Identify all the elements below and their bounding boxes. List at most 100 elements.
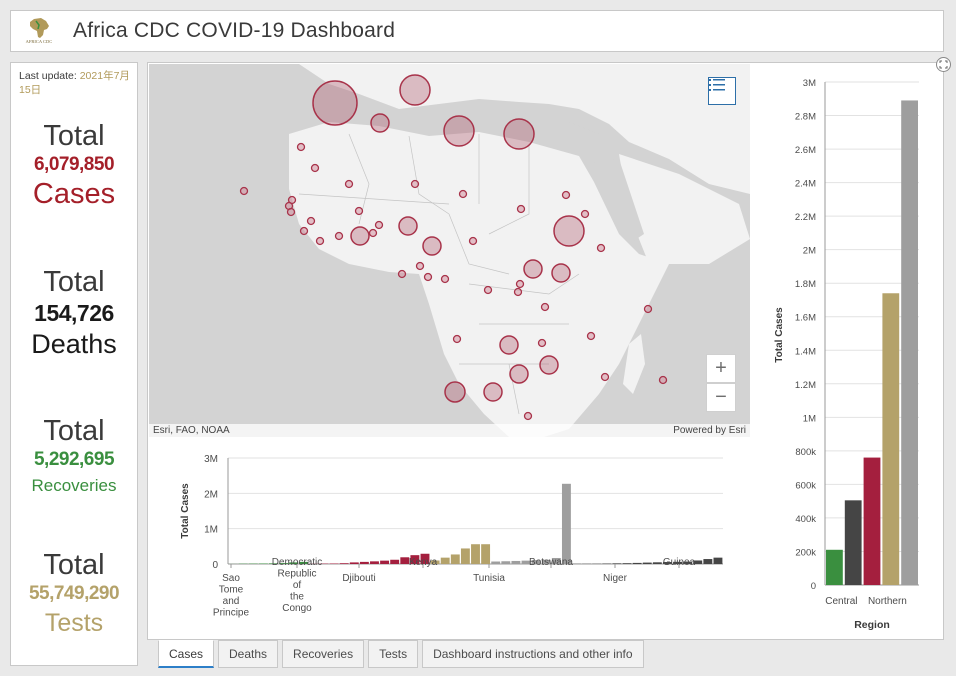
y-tick-label: 400k: [795, 514, 816, 525]
country-bar: [541, 559, 551, 564]
country-bar: [561, 483, 571, 564]
total-cases-stat: Total 6,079,850 Cases: [11, 119, 137, 211]
country-bar: [642, 562, 652, 564]
tab-recoveries[interactable]: Recoveries: [282, 640, 365, 668]
x-axis-title: Region: [854, 619, 890, 631]
map-bubble: [312, 80, 358, 126]
covid-map[interactable]: + − Esri, FAO, NOAA Powered by Esri: [149, 64, 750, 437]
country-bar: [349, 562, 359, 564]
total-label: Total: [43, 549, 105, 581]
map-bubble-small: [397, 269, 407, 279]
map-bubble-small: [423, 272, 433, 282]
deaths-label: Deaths: [31, 329, 117, 359]
total-recoveries-value: 5,292,695: [33, 449, 115, 470]
y-tick-label: 3M: [803, 78, 816, 89]
map-bubble-small: [310, 163, 320, 173]
country-bar: [673, 561, 682, 564]
map-bubble: [539, 355, 559, 375]
map-bubble-small: [344, 179, 354, 189]
country-bar: [612, 563, 622, 564]
country-bar: [491, 561, 501, 564]
tab-bar: Cases Deaths Recoveries Tests Dashboard …: [158, 640, 648, 668]
y-tick-label: 200k: [795, 547, 816, 558]
x-tick-label: Republic: [278, 569, 317, 580]
map-bubble: [499, 335, 519, 355]
y-tick-label: 1.8M: [795, 279, 816, 290]
country-bar: [551, 557, 561, 564]
tab-cases[interactable]: Cases: [158, 640, 215, 668]
expand-icon[interactable]: [936, 57, 951, 72]
y-tick-label: 2.6M: [795, 145, 816, 156]
map-bubble-small: [586, 331, 596, 341]
map-bubble-small: [415, 261, 425, 271]
country-bar: [713, 557, 723, 564]
x-tick-label: Botswana: [529, 557, 573, 568]
y-tick-label: 2M: [204, 489, 218, 500]
total-tests-value: 55,749,290: [28, 583, 120, 604]
x-tick-label: Guinea: [663, 557, 696, 568]
region-cases-chart: 0 200k 400k 600k 800k 1M 1.2M 1.4M 1.6M 1.8M 2M 2.2…: [774, 78, 919, 631]
map-bubble-small: [410, 179, 420, 189]
y-tick-label: 1.4M: [795, 346, 816, 357]
map-bubble-small: [440, 274, 450, 284]
y-tick-label: 600k: [795, 480, 816, 491]
map-bubble-small: [458, 189, 468, 199]
country-bar: [400, 557, 410, 564]
total-cases-value: 6,079,850: [33, 154, 115, 175]
map-bubble: [370, 113, 390, 133]
total-deaths-stat: Total 154,726 Deaths: [11, 265, 137, 361]
total-label: Total: [43, 120, 105, 152]
map-attribution: Esri, FAO, NOAA Powered by Esri: [149, 424, 750, 437]
map-bubble: [523, 259, 543, 279]
map-bubble-small: [540, 302, 550, 312]
tab-deaths[interactable]: Deaths: [218, 640, 279, 668]
map-bubble-small: [452, 334, 462, 344]
tab-instructions[interactable]: Dashboard instructions and other info: [422, 640, 644, 668]
x-tick-label: Sao: [222, 573, 240, 584]
map-bubble-small: [306, 216, 316, 226]
map-bubble-small: [596, 243, 606, 253]
country-bar: [279, 563, 289, 564]
map-bubble-small: [315, 236, 325, 246]
attribution-sources: Esri, FAO, NOAA: [153, 425, 230, 436]
map-bubble-small: [643, 304, 653, 314]
map-bubble-small: [515, 279, 525, 289]
map-bubble-small: [580, 209, 590, 219]
y-tick-label: 1M: [803, 413, 816, 424]
country-bar: [521, 560, 531, 564]
x-tick-label: Congo: [282, 603, 312, 614]
x-tick-label: Kenya: [409, 557, 438, 568]
page-title: Africa CDC COVID-19 Dashboard: [73, 19, 396, 42]
map-bubble: [483, 382, 503, 402]
recoveries-label: Recoveries: [31, 476, 117, 495]
zoom-in-button[interactable]: +: [706, 354, 736, 383]
y-tick-label: 800k: [795, 447, 816, 458]
x-tick-label: of: [293, 580, 302, 591]
country-bar: [450, 554, 460, 564]
country-bar: [390, 559, 400, 564]
map-bubble-small: [354, 206, 364, 216]
x-tick-label: Tome: [219, 585, 244, 596]
map-bubble-small: [334, 231, 344, 241]
country-bar: [430, 560, 440, 564]
region-bar: [844, 500, 862, 585]
y-tick-label: 2.2M: [795, 212, 816, 223]
country-bar: [299, 561, 309, 564]
tab-tests[interactable]: Tests: [368, 640, 419, 668]
zoom-out-button[interactable]: −: [706, 383, 736, 412]
country-bar: [481, 544, 491, 564]
country-bar: [652, 562, 662, 564]
country-bar: [380, 560, 390, 564]
map-bubble: [444, 381, 466, 403]
map-bubble: [398, 216, 418, 236]
legend-button[interactable]: [708, 77, 736, 105]
total-recoveries-stat: Total 5,292,695 Recoveries: [11, 414, 137, 500]
map-bubble-small: [286, 207, 296, 217]
y-tick-label: 3M: [204, 454, 218, 465]
map-bubble-small: [299, 226, 309, 236]
y-tick-label: 2M: [803, 246, 816, 257]
y-tick-label: 1M: [204, 525, 218, 536]
attribution-powered-by[interactable]: Powered by Esri: [673, 425, 746, 436]
region-bar: [863, 457, 881, 585]
last-update: Last update: 2021年7月15日: [19, 69, 137, 97]
